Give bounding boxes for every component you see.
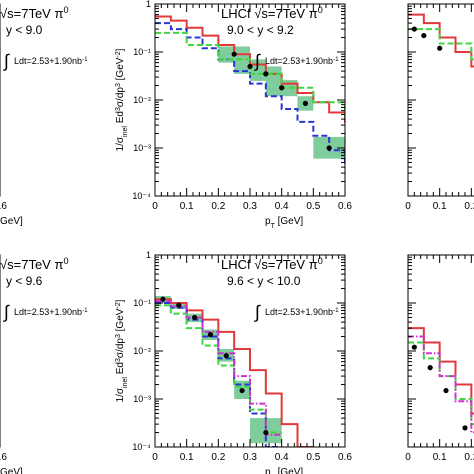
x-tick-label: 0.2 — [211, 201, 225, 212]
model-curve-red — [408, 13, 474, 68]
data-point — [191, 314, 198, 321]
data-point — [247, 63, 253, 70]
data-point — [411, 26, 417, 32]
y-tick-label: 1 — [146, 250, 151, 260]
panel-bottom-right: 0 0.1 0.2 — [405, 254, 474, 463]
data-point — [437, 45, 443, 51]
model-curve-red — [155, 15, 345, 123]
luminosity-label: Ldt=2.53+1.90nb-1 — [265, 307, 339, 318]
x-tick-label: 0 — [405, 452, 411, 463]
model-curve-red — [155, 298, 314, 447]
data-point — [421, 32, 427, 39]
plot-frame — [407, 254, 474, 448]
x-tick-label: 0.4 — [275, 201, 289, 212]
x-tick-label: 0.6 — [0, 201, 7, 212]
panel-top-right: 0 0.1 0.2 — [405, 3, 474, 212]
x-tick-label: 0.4 — [275, 452, 289, 463]
data-point — [176, 302, 182, 308]
y-tick-label: 10⁻³ — [133, 394, 151, 404]
y-tick-label: 10⁻⁴ — [132, 442, 151, 452]
x-tick-label: 0.6 — [0, 452, 7, 463]
data-point — [411, 344, 417, 350]
rapidity-label: 9.6 < y < 10.0 — [227, 274, 301, 288]
x-tick-label: 0 — [152, 452, 158, 463]
header-label: LHCf √s=7TeV π0 — [221, 256, 323, 272]
y-axis-label: 1/σinel Ed3σ/dp3 [GeV-2] — [115, 299, 129, 402]
data-point — [231, 51, 237, 57]
model-curve-magenta — [408, 335, 474, 434]
plot-area — [155, 15, 345, 164]
model-curve-green — [155, 31, 345, 118]
x-tick-label: 0.3 — [243, 201, 257, 212]
luminosity-label: Ldt=2.53+1.90nb-1 — [265, 56, 339, 67]
y-tick-label: 10⁻¹ — [133, 298, 151, 308]
y-tick-label: 10⁻¹ — [133, 47, 151, 57]
integral-sign: ∫ — [2, 51, 10, 71]
data-point — [326, 145, 332, 151]
data-point — [443, 387, 449, 394]
panel-bottom-middle: 0 0.1 0.2 0.3 0.4 0.5 0.6 10⁻⁴ 10⁻³ 10⁻² 10⁻¹ 1 pT [… — [115, 250, 353, 474]
x-tick-label: 0.5 — [306, 201, 320, 212]
x-tick-label: 0.5 — [306, 452, 320, 463]
x-tick-label: 0 — [405, 201, 411, 212]
data-point — [302, 100, 309, 106]
y-tick-label: 10⁻² — [133, 346, 151, 356]
luminosity-label: Ldt=2.53+1.90nb-1 — [14, 307, 88, 318]
x-tick-label: 0.3 — [243, 452, 257, 463]
data-point — [462, 425, 468, 431]
data-point — [160, 296, 166, 302]
rapidity-label: y < 9.6 — [6, 274, 43, 288]
x-tick-label: 0.6 — [338, 201, 352, 212]
rapidity-label: 9.0 < y < 9.2 — [227, 23, 294, 37]
rapidity-label: y < 9.0 — [6, 23, 43, 37]
x-axis-label-fragment: GeV] — [0, 216, 23, 227]
data-point — [207, 331, 214, 338]
x-tick-label: 0.1 — [180, 201, 194, 212]
x-tick-label: 0.2 — [464, 201, 474, 212]
model-curve-green — [408, 28, 474, 61]
model-curve-blue — [155, 22, 345, 164]
data-point — [263, 71, 269, 77]
x-tick-label: 0.2 — [464, 452, 474, 463]
integral-sign: ∫ — [253, 51, 261, 71]
x-tick-label: 0.6 — [338, 452, 352, 463]
plot-area — [408, 13, 474, 68]
data-point — [263, 429, 269, 436]
y-tick-label: 1 — [146, 0, 151, 9]
model-curve-magenta — [155, 300, 282, 436]
y-tick-label: 10⁻² — [133, 95, 151, 105]
x-tick-label: 0.2 — [211, 452, 225, 463]
x-axis-label-fragment: GeV] — [0, 467, 23, 474]
x-tick-label: 0.1 — [180, 452, 194, 463]
y-tick-label: 10⁻⁴ — [132, 191, 151, 201]
header-label: LHCf √s=7TeV π0 — [221, 5, 323, 21]
x-tick-label: 0.1 — [433, 452, 447, 463]
data-point — [279, 85, 285, 91]
panel-top-middle: 0 0.1 0.2 0.3 0.4 0.5 0.6 10⁻⁴ 10⁻³ 10⁻² 10⁻¹ 1 pT [… — [115, 0, 353, 230]
header-label: √s=7TeV π0 — [0, 5, 69, 21]
data-point — [223, 353, 229, 359]
data-point — [427, 365, 433, 371]
integral-sign: ∫ — [253, 302, 261, 322]
y-tick-label: 10⁻³ — [133, 143, 151, 153]
x-tick-label: 0 — [152, 201, 158, 212]
integral-sign: ∫ — [2, 302, 10, 322]
model-curve-green — [155, 304, 282, 434]
model-curve-green — [408, 341, 474, 426]
data-point — [239, 387, 245, 394]
luminosity-label: Ldt=2.53+1.90nb-1 — [14, 56, 88, 67]
x-axis-label: pT [GeV] — [265, 467, 303, 474]
plot-frame — [407, 3, 474, 197]
y-axis-label: 1/σinel Ed3σ/dp3 [GeV-2] — [115, 48, 129, 151]
x-tick-label: 0.1 — [433, 201, 447, 212]
x-axis-label: pT [GeV] — [265, 216, 303, 230]
header-label: √s=7TeV π0 — [0, 256, 69, 272]
plot-area — [155, 295, 314, 447]
plot-area — [408, 327, 474, 434]
